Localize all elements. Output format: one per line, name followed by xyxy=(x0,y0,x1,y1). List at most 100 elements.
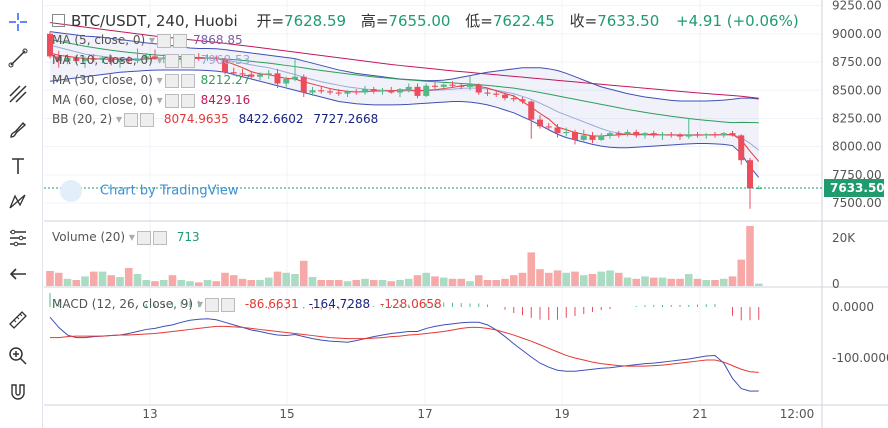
macd-signal-value: -128.0658 xyxy=(380,297,442,311)
high-value: 7655.00 xyxy=(388,12,451,30)
close-icon[interactable] xyxy=(140,112,155,127)
chevron-down-icon[interactable]: ▾ xyxy=(145,33,156,47)
tradingview-logo-icon xyxy=(60,180,82,202)
close-icon[interactable] xyxy=(152,230,167,245)
volume-bar xyxy=(273,271,282,286)
volume-legend[interactable]: Volume (20) ▾ 713 xyxy=(52,230,200,245)
candle-body xyxy=(449,84,456,86)
settings-icon[interactable] xyxy=(157,33,172,48)
chart-header: BTC/USDT, 240, Huobi 开=7628.59 高=7655.00… xyxy=(52,10,799,31)
close-icon[interactable] xyxy=(173,33,188,48)
ma-legend-0[interactable]: MA (5, close, 0) ▾ 7868.85 xyxy=(52,33,243,48)
candle-body xyxy=(99,57,106,60)
zoom-icon[interactable] xyxy=(4,342,32,370)
candle-body xyxy=(405,86,412,90)
macd-tick-label: -100.0000 xyxy=(832,351,888,365)
volume-bar xyxy=(544,272,553,286)
candle-body xyxy=(204,57,211,59)
volume-bar xyxy=(501,278,509,286)
settings-icon[interactable] xyxy=(164,53,179,68)
candle-body xyxy=(598,135,605,140)
candle-body xyxy=(73,57,80,61)
candle-body xyxy=(274,73,281,84)
candle-body xyxy=(589,135,596,140)
settings-icon[interactable] xyxy=(136,230,151,245)
time-tick-label: 17 xyxy=(417,407,432,421)
volume-bar xyxy=(291,274,299,286)
volume-bar xyxy=(536,269,544,286)
candle-body xyxy=(423,85,430,96)
candle-body xyxy=(335,92,342,94)
last-price-tag xyxy=(824,179,884,198)
candle-body xyxy=(642,133,648,136)
price-tick-label: 8500.00 xyxy=(832,83,882,97)
price-tick-label: 8250.00 xyxy=(832,111,882,125)
pattern-icon[interactable] xyxy=(4,188,32,216)
close-icon[interactable] xyxy=(180,93,195,108)
volume-bar xyxy=(457,278,466,286)
volume-bar xyxy=(186,281,194,286)
brush-icon[interactable] xyxy=(4,116,32,144)
macd-legend[interactable]: MACD (12, 26, close, 9) ▾ -86.6631 -164.… xyxy=(52,297,442,312)
volume-bar xyxy=(588,274,597,286)
chevron-down-icon[interactable]: ▾ xyxy=(152,73,163,87)
candle-body xyxy=(572,132,578,140)
low-value: 7622.45 xyxy=(492,12,555,30)
ma-label: MA (30, close, 0) xyxy=(52,73,153,87)
close-icon[interactable] xyxy=(180,53,195,68)
ma-legend-2[interactable]: MA (30, close, 0) ▾ 8212.27 xyxy=(52,73,250,88)
candle-body xyxy=(248,74,255,77)
volume-bar xyxy=(606,270,614,286)
symbol-title[interactable]: BTC/USDT, 240, Huobi xyxy=(71,12,238,30)
ma-value: 7968.53 xyxy=(200,53,251,67)
crosshair-icon[interactable] xyxy=(4,8,32,36)
trend-line-icon[interactable] xyxy=(4,44,32,72)
close-icon[interactable] xyxy=(180,73,195,88)
candle-body xyxy=(432,85,438,87)
fib-icon[interactable] xyxy=(4,224,32,252)
close-label: 收= xyxy=(569,12,598,30)
candle-body xyxy=(222,58,228,73)
ma-value: 8212.27 xyxy=(200,73,251,87)
volume-bar xyxy=(396,280,404,286)
ma-legend-3[interactable]: MA (60, close, 0) ▾ 8429.16 xyxy=(52,93,250,108)
chevron-down-icon[interactable]: ▾ xyxy=(152,53,163,67)
volume-tick-label: 20K xyxy=(832,231,856,245)
candle-body xyxy=(580,135,587,140)
volume-bar xyxy=(107,275,116,286)
arrow-icon[interactable] xyxy=(4,260,32,288)
settings-icon[interactable] xyxy=(164,93,179,108)
price-tick-label: 8750.00 xyxy=(832,55,882,69)
price-tick-label: 7500.00 xyxy=(832,196,882,210)
candle-body xyxy=(353,91,360,93)
text-icon[interactable] xyxy=(4,152,32,180)
volume-bar xyxy=(264,277,273,286)
time-tick-label: 21 xyxy=(692,407,707,421)
candle-body xyxy=(545,126,552,128)
volume-bar xyxy=(63,278,72,286)
settings-icon[interactable] xyxy=(204,297,219,312)
candle-body xyxy=(677,135,683,137)
candle-body xyxy=(195,57,202,59)
ruler-icon[interactable] xyxy=(4,306,32,334)
compare-icon[interactable] xyxy=(52,14,65,27)
watermark: Chart by TradingView xyxy=(60,180,238,202)
bb-legend[interactable]: BB (20, 2) ▾ 8074.9635 8422.6602 7727.26… xyxy=(52,112,379,127)
volume-bar xyxy=(378,280,387,286)
magnet-icon[interactable] xyxy=(4,378,32,406)
ma-legend-1[interactable]: MA (10, close, 0) ▾ 7968.53 xyxy=(52,53,250,68)
settings-icon[interactable] xyxy=(124,112,139,127)
close-icon[interactable] xyxy=(220,297,235,312)
candle-body xyxy=(493,93,500,95)
volume-bar xyxy=(518,272,527,286)
volume-bar xyxy=(448,278,457,286)
settings-icon[interactable] xyxy=(164,73,179,88)
pitchfork-icon[interactable] xyxy=(4,80,32,108)
volume-bar xyxy=(387,281,396,286)
chevron-down-icon[interactable]: ▾ xyxy=(152,93,163,107)
ma-label: MA (60, close, 0) xyxy=(52,93,153,107)
volume-bar xyxy=(326,280,334,286)
volume-bar xyxy=(124,268,133,286)
candle-body xyxy=(712,134,718,136)
